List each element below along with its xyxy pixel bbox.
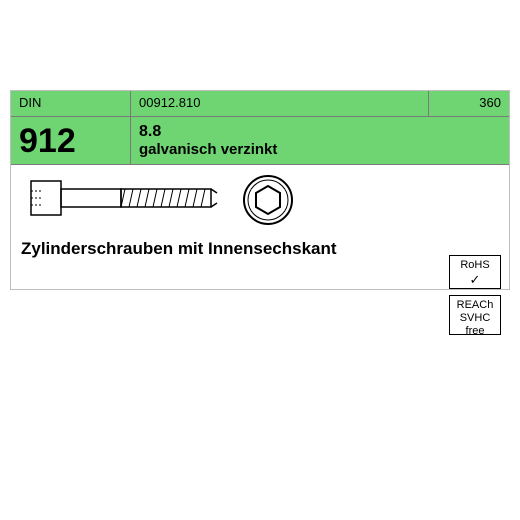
reach-badge: REACh SVHC free — [449, 295, 501, 335]
article-number: 00912.810 — [131, 91, 429, 116]
rohs-label: RoHS — [452, 259, 498, 272]
surface-finish: galvanisch verzinkt — [139, 141, 501, 158]
illustration-row: RoHS ✓ REACh SVHC free — [11, 165, 509, 235]
check-icon: ✓ — [452, 272, 498, 288]
reach-line3: free — [452, 325, 498, 338]
rohs-badge: RoHS ✓ — [449, 255, 501, 289]
din-number: 912 — [11, 117, 131, 164]
reach-line1: REACh — [452, 299, 498, 312]
hex-drive-icon — [241, 173, 295, 227]
screw-side-icon — [29, 171, 229, 227]
spec-row: 912 8.8 galvanisch verzinkt — [11, 117, 509, 165]
spec-details: 8.8 galvanisch verzinkt — [131, 117, 509, 164]
strength-grade: 8.8 — [139, 123, 501, 141]
product-spec-card: DIN 00912.810 360 912 8.8 galvanisch ver… — [10, 90, 510, 290]
product-title: Zylinderschrauben mit Innensechskant — [11, 235, 509, 259]
standard-label: DIN — [11, 91, 131, 116]
header-row: DIN 00912.810 360 — [11, 91, 509, 117]
reach-line2: SVHC — [452, 312, 498, 325]
pack-quantity: 360 — [429, 91, 509, 116]
